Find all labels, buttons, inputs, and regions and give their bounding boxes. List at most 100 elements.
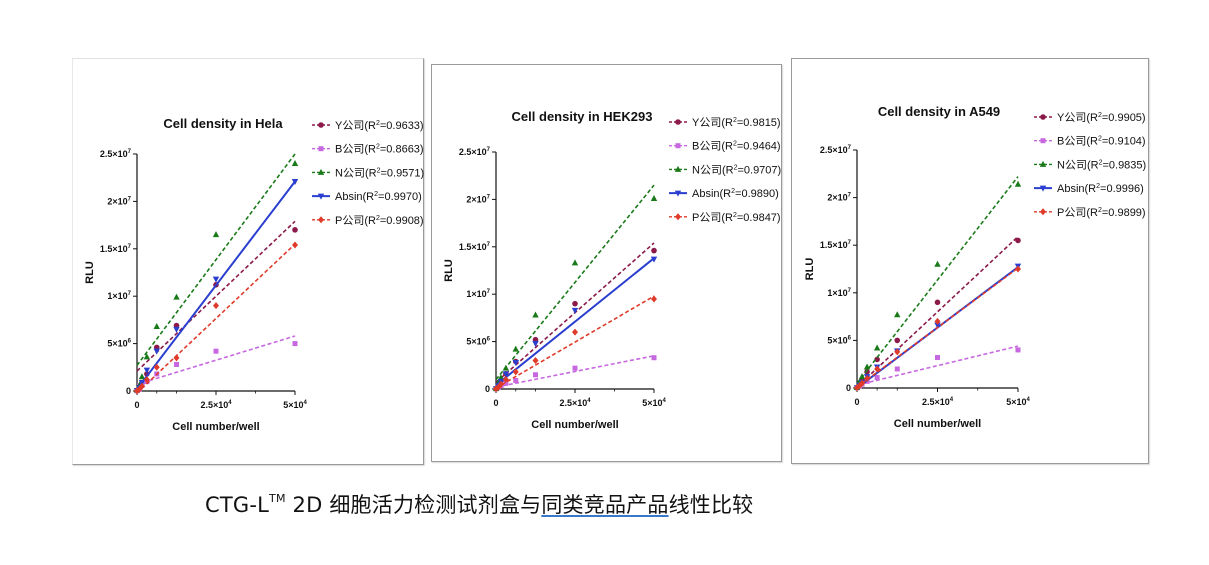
data-point: [874, 365, 881, 373]
y-tick-label: 1×107: [107, 291, 131, 301]
x-tick-label: 2.5×104: [922, 397, 954, 407]
chart-panel-a549: Cell density in A549 0 5×106 1×107 1.5×107 2×…: [791, 58, 1149, 464]
legend-marker: [1040, 208, 1046, 216]
x-tick-label: 5×104: [283, 400, 307, 410]
y-tick-label: 5×106: [107, 339, 131, 349]
y-tick-label: 1.5×107: [459, 242, 491, 252]
y-tick-label: 1.5×107: [100, 244, 132, 254]
data-point: [934, 260, 941, 267]
data-point: [651, 295, 657, 303]
caption-prefix: CTG-L: [205, 493, 270, 517]
fit-line: [856, 176, 1019, 384]
x-axis-label: Cell number/well: [894, 418, 981, 430]
plot-area: [853, 176, 1022, 392]
data-point: [143, 376, 150, 384]
y-tick-label: 2×107: [107, 196, 131, 206]
chart-panel-hek293: Cell density in HEK293 0 5×106 1×107 1.5×107…: [431, 64, 782, 462]
chart-hela: Cell density in Hela 0 5×106 1×107 1.5×107 2×…: [84, 116, 424, 433]
data-point: [532, 311, 539, 318]
legend-marker: [675, 119, 681, 125]
legend-label: P公司(R2=0.9847): [692, 212, 781, 224]
legend-marker: [317, 168, 325, 175]
y-axis-label: RLU: [804, 258, 816, 281]
data-point: [859, 379, 866, 387]
data-point: [894, 311, 901, 318]
data-point: [894, 337, 901, 344]
y-tick-label: 5×106: [466, 337, 490, 347]
data-point: [143, 367, 151, 374]
legend-label: Absin(R2=0.9890): [692, 188, 779, 200]
data-point: [934, 299, 941, 306]
data-point: [174, 361, 179, 367]
data-point: [571, 307, 579, 314]
fit-line: [856, 236, 1019, 388]
y-tick-label: 1×107: [466, 289, 490, 299]
data-point: [1015, 265, 1021, 273]
legend-label: Absin(R2=0.9996): [1057, 183, 1144, 195]
legend-marker: [1040, 114, 1046, 120]
x-tick-label: 5×104: [1006, 397, 1030, 407]
x-tick-label: 0: [493, 398, 498, 408]
data-point: [856, 382, 863, 390]
data-point: [173, 293, 180, 300]
data-point: [512, 359, 519, 366]
legend-label: N公司(R2=0.9835): [1057, 159, 1146, 171]
data-point: [650, 194, 658, 201]
legend-label: P公司(R2=0.9908): [335, 215, 424, 227]
legend: Y公司(R2=0.9633) B公司(R2=0.8663) N公司(R2=0.957…: [312, 120, 424, 227]
legend-label: B公司(R2=0.9104): [1057, 136, 1146, 148]
fit-line: [136, 335, 296, 386]
data-point: [502, 376, 509, 384]
fit-line: [136, 243, 296, 394]
y-tick-label: 0: [126, 386, 131, 396]
legend-marker: [1039, 185, 1047, 192]
legend-label: N公司(R2=0.9707): [692, 164, 781, 176]
x-tick-label: 5×104: [642, 398, 666, 408]
data-point: [532, 357, 539, 365]
legend-marker: [1039, 160, 1047, 167]
data-point: [502, 364, 510, 371]
legend-label: Y公司(R2=0.9905): [1057, 112, 1146, 124]
data-point: [502, 371, 510, 378]
data-point: [213, 302, 219, 310]
x-axis-label: Cell number/well: [172, 421, 259, 433]
chart-panel-hela: Cell density in Hela 0 5×106 1×107 1.5×107 2×…: [72, 58, 424, 465]
y-tick-label: 1×107: [827, 288, 851, 298]
data-point: [212, 231, 220, 238]
chart-title: Cell density in Hela: [163, 116, 283, 131]
data-point: [292, 227, 298, 233]
data-point: [503, 380, 509, 386]
fit-line: [136, 153, 296, 366]
data-point: [935, 355, 940, 361]
data-point: [292, 341, 298, 347]
fit-line: [495, 184, 655, 381]
y-tick-label: 0: [846, 383, 851, 393]
data-point: [291, 159, 299, 166]
legend-label: B公司(R2=0.9464): [692, 141, 781, 153]
data-point: [532, 340, 539, 347]
y-tick-label: 0: [485, 384, 490, 394]
legend-label: Y公司(R2=0.9633): [335, 120, 424, 132]
data-point: [572, 328, 578, 336]
data-point: [513, 377, 519, 383]
y-axis-label: RLU: [84, 261, 96, 284]
y-tick-label: 1.5×107: [820, 240, 852, 250]
data-point: [173, 354, 180, 362]
figure-caption: CTG-LTM 2D 细胞活力检测试剂盒与同类竞品产品线性比较: [205, 489, 753, 519]
fit-line: [495, 257, 655, 386]
data-point: [864, 374, 871, 382]
data-point: [153, 323, 160, 330]
data-point: [651, 355, 657, 361]
data-point: [512, 345, 519, 352]
data-point: [153, 363, 160, 371]
legend-label: Absin(R2=0.9970): [335, 191, 422, 203]
caption-underlined: 同类竞品产品: [541, 493, 669, 517]
legend-marker: [675, 213, 681, 221]
chart-title: Cell density in A549: [878, 104, 1000, 119]
caption-superscript: TM: [269, 492, 286, 505]
legend-label: P公司(R2=0.9899): [1057, 207, 1146, 219]
legend-marker: [318, 122, 324, 128]
chart-title: Cell density in HEK293: [512, 109, 653, 124]
fit-line: [495, 355, 655, 388]
data-point: [173, 326, 180, 333]
